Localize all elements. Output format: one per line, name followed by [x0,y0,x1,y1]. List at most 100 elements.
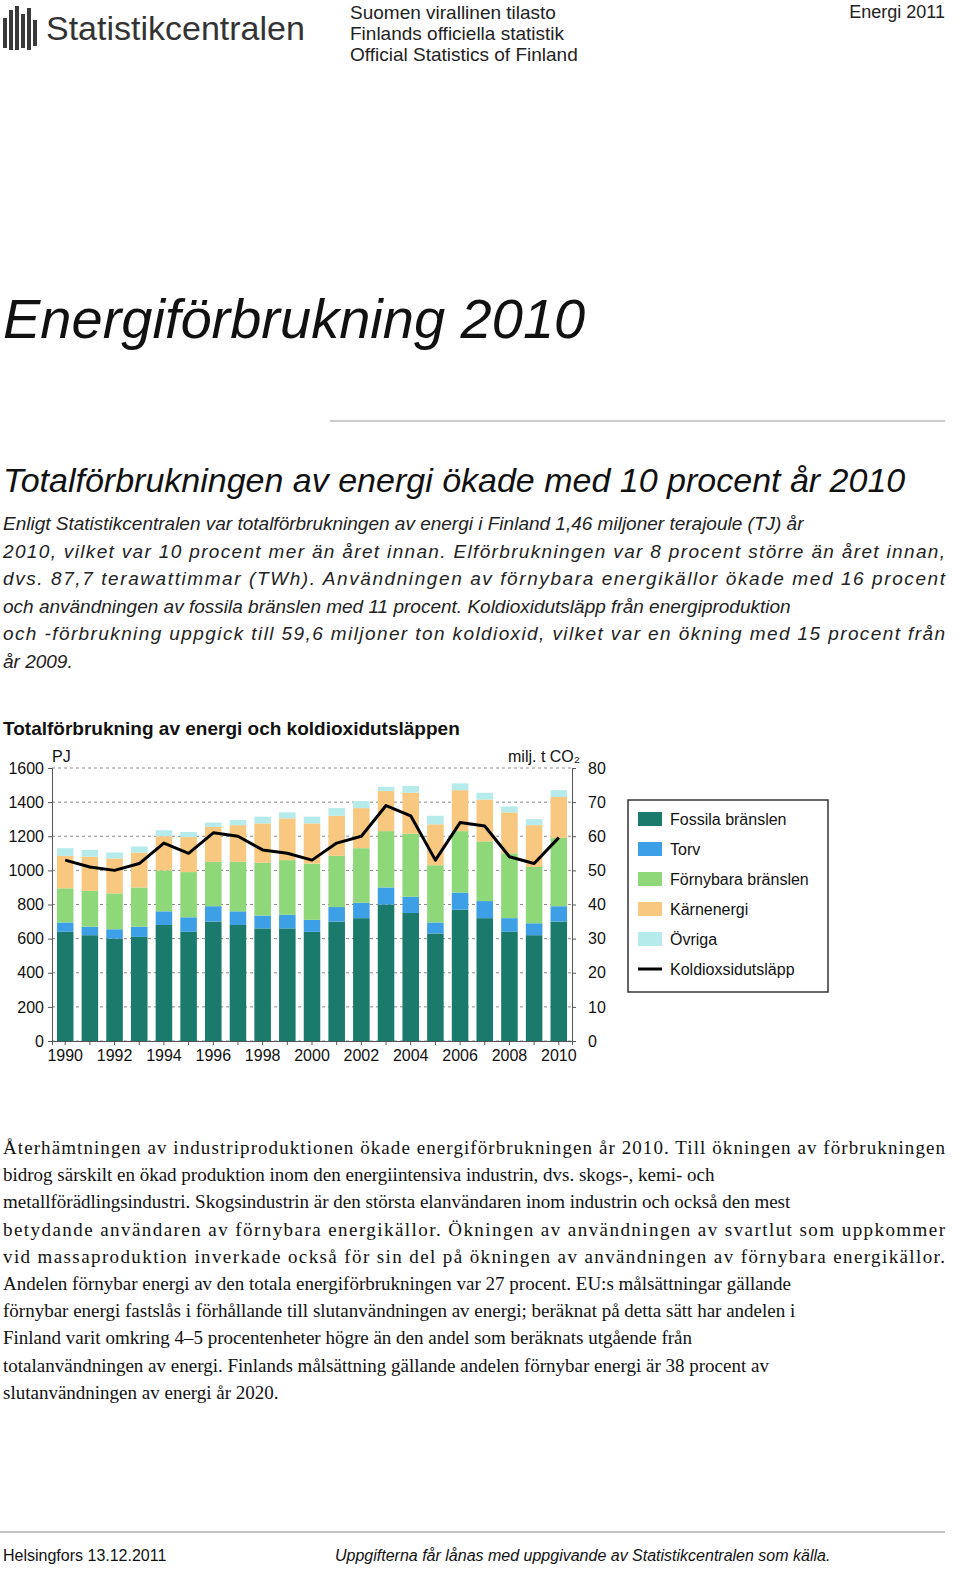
bar [501,918,518,932]
grid-line [52,768,572,769]
bar [452,831,469,892]
logo-bar [21,14,25,48]
series-line: Official Statistics of Finland [350,44,578,65]
tick: 1400 [8,794,52,811]
bar [526,819,543,825]
tick: 200 [17,998,52,1015]
tick-mark [558,1041,559,1045]
tick-label: 400 [17,964,44,981]
bar-series [57,783,567,858]
bar-series [57,790,567,893]
body-line: Andelen förnybar energi av den totala en… [3,1273,791,1294]
legend-swatch [638,812,662,826]
tick: 600 [17,930,52,947]
bar [131,887,148,926]
tick-mark [572,836,576,837]
tick-label: 80 [588,760,606,777]
bar [279,928,296,1041]
bar [427,816,444,825]
legend-label: Kärnenergi [670,901,748,918]
bar [205,823,222,827]
axis-line [573,769,577,1042]
tick-mark [237,1041,238,1045]
tick-label: 60 [588,828,606,845]
bar [254,817,271,824]
bar [156,870,173,911]
footer-date: Helsingfors 13.12.2011 [3,1547,166,1564]
lead-line: och -förbrukning uppgick till 59,6 miljo… [3,623,945,644]
bar [156,925,173,1041]
bar [230,925,247,1041]
tick-mark [213,1041,214,1045]
tick-label: 50 [588,862,606,879]
x-axis: 1990199219941996199820002002200420062008… [47,1041,576,1064]
y2-axis-title: milj. t CO₂ [508,748,580,765]
bar [304,932,321,1041]
bar [205,906,222,921]
bar [328,922,345,1041]
bar [328,856,345,907]
bar [82,850,99,857]
legend-swatch [638,902,662,916]
bar [156,836,173,870]
lead-line: år 2009. [3,651,73,672]
bar [452,783,469,790]
logo-icon [3,6,37,50]
tick-mark [89,1041,90,1045]
tick: 30 [572,930,606,947]
tick [89,1041,90,1045]
tick-label: 1200 [8,828,44,845]
tick-mark [572,802,576,803]
line [65,806,559,871]
body-line: bidrog särskilt en ökad produktion inom … [3,1164,715,1185]
chart: Totalförbrukning av energi och koldioxid… [3,718,828,1064]
tick [435,1041,436,1045]
bar [230,820,247,825]
tick-label: 2010 [541,1047,577,1064]
tick-mark [336,1041,337,1045]
bar [551,797,568,838]
tick: 10 [572,998,606,1015]
tick-mark [572,768,576,769]
legend-label: Koldioxsidutsläpp [670,961,795,978]
logo-bar [9,10,13,50]
tick-mark [312,1041,313,1045]
bar [82,935,99,1041]
y-axis: 02004006008001000120014001600 [8,760,52,1050]
rule [330,421,945,422]
tick-label: 0 [35,1033,44,1050]
bar [279,915,296,929]
legend-swatch [638,932,662,946]
chart-title: Totalförbrukning av energi och koldioxid… [3,718,460,739]
body-line: förnybar energi fastslås i förhållande t… [3,1300,795,1321]
bar [131,937,148,1041]
bar [230,862,247,911]
bar [57,888,74,922]
tick-mark [48,768,52,769]
tick: 2002 [344,1041,380,1064]
tick-mark [188,1041,189,1045]
legend: Fossila bränslenTorvFörnybara bränslenKä… [628,800,828,992]
tick-label: 30 [588,930,606,947]
tick-label: 1994 [146,1047,182,1064]
bar [476,918,493,1041]
bar [353,903,370,918]
section-label: Energi 2011 [849,2,945,22]
tick-mark [48,836,52,837]
bar [526,923,543,935]
legend-label: Övriga [670,931,717,948]
page-title: Energiförbrukning 2010 [3,287,585,350]
lead-line: Enligt Statistikcentralen var totalförbr… [3,513,804,534]
bar [427,934,444,1041]
tick: 70 [572,794,606,811]
tick-label: 2002 [344,1047,380,1064]
tick-label: 2008 [492,1047,528,1064]
tick-label: 2000 [294,1047,330,1064]
tick-mark [572,1007,576,1008]
bar [180,872,197,917]
tick-mark [287,1041,288,1045]
tick-mark [65,1041,66,1045]
tick: 1994 [146,1041,182,1064]
bar [501,806,518,812]
tick: 2000 [294,1041,330,1064]
